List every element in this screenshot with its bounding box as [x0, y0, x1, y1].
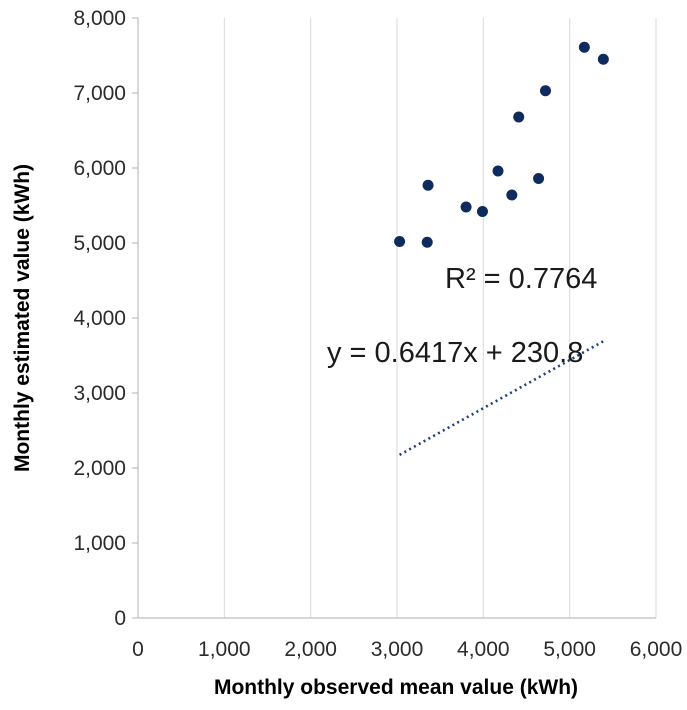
- data-point: [422, 179, 434, 191]
- y-tick-label: 1,000: [73, 532, 126, 555]
- y-tick-label: 4,000: [73, 307, 126, 330]
- r-squared-label: R² = 0.7764: [445, 263, 597, 295]
- y-tick-label: 8,000: [73, 7, 126, 30]
- y-tick-label: 5,000: [73, 232, 126, 255]
- x-tick-label: 2,000: [284, 638, 337, 661]
- grid-lines: [223, 18, 657, 618]
- x-tick-label: 1,000: [198, 638, 251, 661]
- data-point: [539, 85, 551, 97]
- x-tick-label: 0: [132, 638, 144, 661]
- data-point: [533, 173, 545, 184]
- data-points: [394, 41, 609, 248]
- y-tick-label: 0: [114, 607, 126, 630]
- data-point: [513, 111, 525, 123]
- data-point: [476, 206, 488, 217]
- y-tick-label: 2,000: [73, 457, 126, 480]
- data-point: [394, 236, 406, 247]
- data-point: [506, 189, 518, 201]
- x-tick-label: 5,000: [543, 638, 596, 661]
- axes: [132, 17, 656, 619]
- y-tick-label: 6,000: [73, 157, 126, 180]
- data-point: [492, 165, 504, 177]
- x-tick-label: 3,000: [371, 638, 424, 661]
- data-point: [597, 53, 609, 65]
- x-tick-label: 4,000: [457, 638, 510, 661]
- x-tick-label: 6,000: [630, 638, 683, 661]
- trendline-equation-label: y = 0.6417x + 230.8: [327, 337, 583, 369]
- y-tick-label: 3,000: [73, 382, 126, 405]
- data-point: [421, 236, 433, 248]
- trendline: [398, 340, 604, 456]
- trendline-layer: [398, 340, 604, 456]
- data-point: [578, 41, 590, 53]
- data-point: [460, 201, 472, 213]
- y-tick-labels: 0 1,000 2,000 3,000 4,000 5,000 6,000 7,000 8,00…: [73, 7, 126, 630]
- x-tick-labels: 0 1,000 2,000 3,000 4,000 5,000 6,000: [132, 638, 682, 661]
- x-axis-title: Monthly observed mean value (kWh): [214, 676, 578, 699]
- y-tick-label: 7,000: [73, 82, 126, 105]
- y-axis-title: Monthly estimated value (kWh): [11, 164, 34, 472]
